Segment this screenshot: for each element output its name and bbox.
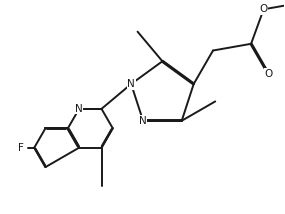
Text: N: N xyxy=(127,79,135,89)
Text: N: N xyxy=(75,104,83,114)
Text: O: O xyxy=(264,69,272,79)
Text: O: O xyxy=(260,4,268,14)
Text: N: N xyxy=(139,116,147,126)
Text: F: F xyxy=(18,143,24,153)
